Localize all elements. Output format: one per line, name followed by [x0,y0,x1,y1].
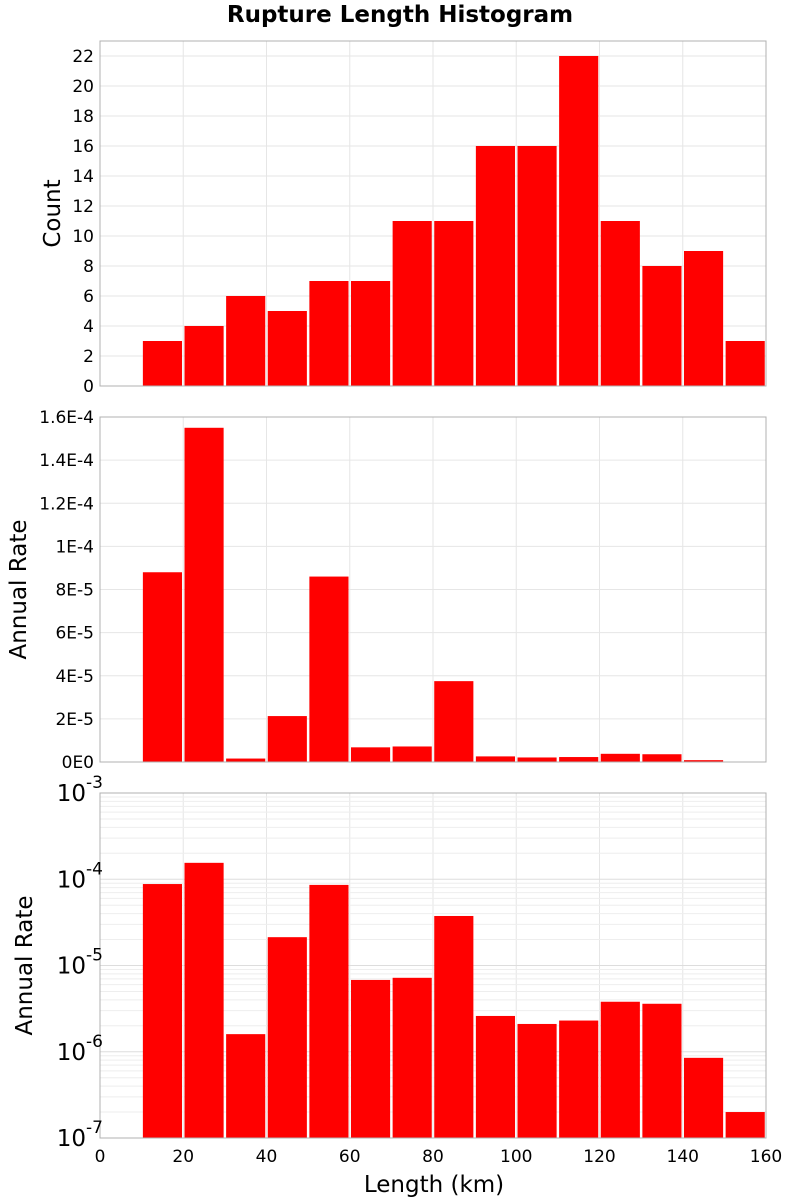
y-tick-label: 6E-5 [55,624,94,644]
bar [559,757,599,762]
plot-frame [99,40,767,387]
bar [517,146,557,386]
x-tick-label: 20 [172,1147,194,1167]
bar [600,221,640,386]
bar [350,747,391,762]
bar [683,251,724,386]
y-tick-label: 1E-4 [55,537,94,557]
bar [267,311,307,386]
y-tick-label: 8 [83,257,94,277]
y-tick-exponent: -3 [86,773,103,793]
chart-panel-3: 10 -710 -610 -510 -410 -30 20 40 60 80 100 120 140 16… [12,773,782,1198]
y-axis-label: Count [40,179,66,247]
y-tick-label: 0 [83,377,94,397]
bar [559,56,599,386]
bar [725,341,765,386]
bar [226,758,266,762]
plot-frame [99,416,767,763]
y-axis-label: Annual Rate [6,520,32,660]
bar [434,221,474,386]
y-tick-label: 6 [83,287,94,307]
bar [642,1003,682,1138]
bar [683,760,724,762]
bar [517,1023,557,1138]
x-tick-label: 140 [667,1147,699,1167]
x-tick-label: 100 [500,1147,532,1167]
bar [142,572,183,762]
bar [475,1015,516,1138]
bar [600,1001,640,1138]
y-tick-label: 1.4E-4 [39,451,94,471]
bar [475,756,516,762]
bar [142,341,183,386]
y-tick-label: 10 [57,867,86,893]
chart-panel-1: 0 2 4 6 8 10 12 14 16 18 20 22 Count [40,40,767,397]
x-axis-label: Length (km) [364,1172,504,1198]
y-tick-label: 14 [72,167,94,187]
bar [350,979,391,1138]
bar [642,754,682,762]
bar [392,221,432,386]
chart-title: Rupture Length Histogram [226,2,574,28]
y-tick-label: 12 [72,197,94,217]
x-tick-label: 0 [95,1147,106,1167]
y-tick-label: 2E-5 [55,710,94,730]
bar [392,977,432,1138]
bar [559,1020,599,1138]
y-tick-exponent: -7 [86,1118,103,1138]
x-tick-label: 60 [339,1147,361,1167]
y-tick-label: 8E-5 [55,581,94,601]
y-tick-label: 1.2E-4 [39,494,94,514]
bar [434,915,474,1138]
bar [309,576,349,762]
bar [267,937,307,1138]
y-tick-label: 10 [57,781,86,807]
y-axis-label: Annual Rate [12,896,38,1036]
bar [350,281,391,386]
y-tick-label: 4 [83,317,94,337]
bar [309,884,349,1138]
bar [184,427,224,762]
bar [226,1034,266,1138]
bar [517,757,557,762]
y-tick-label: 2 [83,347,94,367]
x-tick-label: 80 [422,1147,444,1167]
y-tick-exponent: -6 [86,1032,103,1052]
y-tick-exponent: -4 [86,859,103,879]
bar [309,281,349,386]
y-tick-label: 18 [72,107,94,127]
y-tick-label: 22 [72,47,94,67]
bar [267,716,307,762]
y-tick-label: 16 [72,137,94,157]
bar [725,1112,765,1138]
y-tick-label: 4E-5 [55,667,94,687]
y-tick-label: 1.6E-4 [39,408,94,428]
plot-frame [99,792,767,1139]
y-tick-label: 10 [72,227,94,247]
bar [226,296,266,386]
x-tick-label: 120 [583,1147,615,1167]
bar [184,862,224,1138]
y-tick-label: 10 [57,954,86,980]
bar [434,681,474,762]
y-tick-exponent: -5 [86,946,103,966]
bar [642,266,682,386]
y-tick-label: 0E0 [62,753,94,773]
x-tick-label: 40 [256,1147,278,1167]
bar [475,146,516,386]
y-tick-label: 10 [57,1126,86,1152]
bar [683,1057,724,1138]
x-tick-label: 160 [750,1147,782,1167]
bar [142,884,183,1138]
y-tick-label: 10 [57,1040,86,1066]
bar [600,753,640,762]
bar [392,746,432,762]
bar [184,326,224,386]
y-tick-label: 20 [72,77,94,97]
chart-panel-2: 0E0 2E-5 4E-5 6E-5 8E-5 1E-4 1.2E-4 1.4E-4 1.6E-… [6,408,767,773]
